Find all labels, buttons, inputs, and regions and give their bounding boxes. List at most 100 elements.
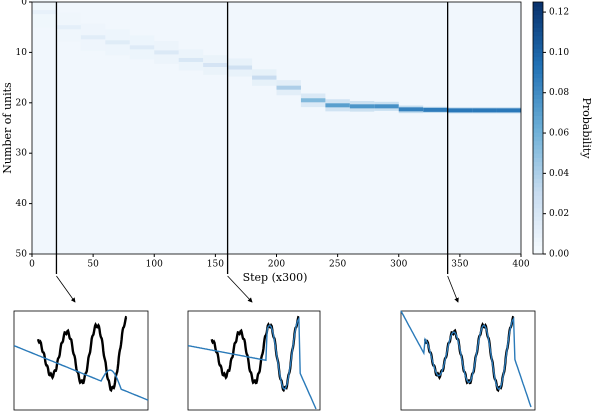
heat-cell: [154, 50, 179, 55]
colorbar-step: [533, 233, 543, 238]
colorbar-step: [533, 18, 543, 24]
colorbar-step: [533, 249, 543, 255]
colorbar-step: [533, 60, 543, 66]
colorbar-step: [533, 144, 543, 150]
arrow: [447, 275, 459, 303]
heat-cell: [252, 75, 277, 80]
arrow: [227, 275, 253, 303]
inset-frame: [187, 310, 321, 411]
colorbar-step: [533, 186, 543, 192]
colorbar-step: [533, 165, 543, 171]
colorbar-step: [533, 228, 543, 234]
colorbar-step: [533, 23, 543, 28]
colorbar-step: [533, 140, 543, 146]
colorbar-step: [533, 44, 543, 49]
colorbar-step: [533, 111, 543, 116]
colorbar-step: [533, 199, 543, 205]
colorbar-tick-label: 0.10: [549, 48, 569, 58]
colorbar-step: [533, 6, 543, 11]
colorbar-tick-label: 0.08: [549, 88, 569, 98]
inset-frame: [400, 310, 536, 411]
colorbar-tick-label: 0.04: [549, 169, 569, 179]
colorbar-step: [533, 86, 543, 91]
colorbar-step: [533, 35, 543, 41]
colorbar-step: [533, 27, 543, 32]
colorbar-frame: [532, 1, 544, 255]
colorbar-step: [533, 39, 543, 45]
y-axis-label: Number of units: [1, 82, 14, 174]
x-tick-label: 0: [29, 260, 35, 270]
colorbar-step: [533, 90, 543, 95]
x-tick-label: 150: [207, 260, 224, 270]
heat-cell: [178, 57, 204, 62]
inset-fit: [400, 310, 532, 408]
x-tick-label: 100: [146, 260, 163, 270]
colorbar-tick-label: 0.12: [549, 8, 569, 18]
colorbar-step: [533, 182, 543, 188]
x-tick-label: 300: [390, 260, 407, 270]
colorbar-step: [533, 2, 543, 7]
inset-signal: [36, 315, 128, 393]
colorbar-step: [533, 31, 543, 37]
x-tick-label: 50: [87, 260, 99, 270]
colorbar-step: [533, 161, 543, 167]
heat-cell: [56, 25, 81, 30]
colorbar-step: [533, 170, 543, 175]
colorbar-step: [533, 77, 543, 83]
heat-cell: [325, 103, 350, 108]
colorbar-step: [533, 52, 543, 58]
y-tick-label: 20: [16, 98, 28, 108]
heat-cell: [227, 65, 253, 70]
colorbar-label: Probability: [580, 97, 593, 159]
colorbar-tick-label: 0.06: [549, 129, 569, 139]
colorbar-step: [533, 241, 543, 247]
colorbar-step: [533, 69, 543, 74]
colorbar-step: [533, 157, 543, 163]
arrow: [56, 275, 76, 303]
colorbar-tick-label: 0.02: [549, 209, 569, 219]
colorbar-step: [533, 153, 543, 158]
heat-cell: [129, 45, 155, 50]
colorbar-step: [533, 191, 543, 196]
x-tick-label: 400: [512, 260, 529, 270]
colorbar-step: [533, 207, 543, 213]
x-tick-label: 250: [329, 260, 346, 270]
colorbar-step: [533, 98, 543, 104]
heat-cell: [349, 104, 375, 109]
colorbar-step: [533, 203, 543, 209]
inset-fit: [13, 344, 149, 401]
colorbar-step: [533, 10, 543, 16]
colorbar-step: [533, 195, 543, 200]
colorbar-step: [533, 212, 543, 217]
heat-cell: [203, 62, 228, 68]
colorbar-step: [533, 123, 543, 129]
heat-cell: [32, 10, 57, 15]
colorbar-step: [533, 237, 543, 242]
heat-cell: [423, 107, 448, 112]
inset-frame: [13, 310, 149, 411]
heat-cell: [496, 108, 521, 113]
colorbar-step: [533, 81, 543, 87]
heat-cell: [398, 107, 424, 112]
y-tick-label: 10: [16, 48, 28, 58]
colorbar-step: [533, 65, 543, 70]
heat-cell: [276, 85, 301, 90]
colorbar-step: [533, 107, 543, 112]
inset-fit: [187, 316, 317, 410]
y-tick-label: 30: [16, 149, 28, 159]
colorbar-step: [533, 14, 543, 20]
colorbar-step: [533, 149, 543, 154]
y-tick-label: 0: [21, 0, 27, 8]
colorbar-tick-label: 0.00: [549, 250, 569, 260]
colorbar-step: [533, 48, 543, 53]
x-tick-label: 350: [451, 260, 468, 270]
colorbar-step: [533, 132, 543, 137]
colorbar-step: [533, 136, 543, 142]
y-tick-label: 50: [16, 250, 28, 260]
colorbar-step: [533, 73, 543, 79]
heat-cell: [447, 108, 473, 113]
colorbar-step: [533, 119, 543, 125]
heat-cell: [80, 35, 106, 40]
x-tick-label: 200: [268, 260, 285, 270]
